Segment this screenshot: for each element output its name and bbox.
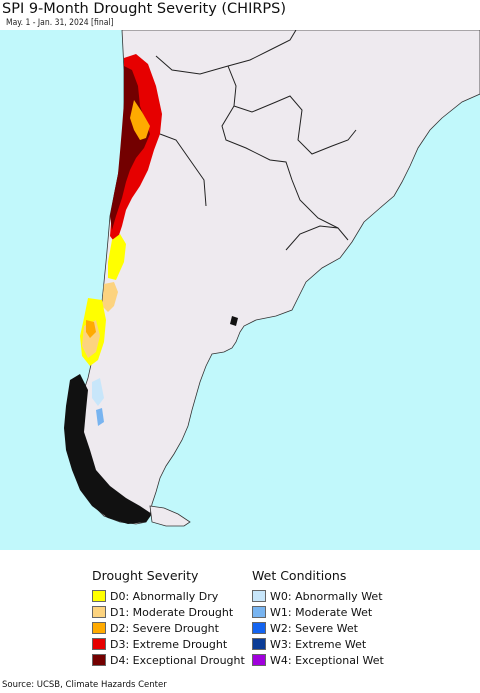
chile-north-exceptional	[110, 66, 150, 230]
wet-legend-swatch	[252, 638, 266, 650]
drought-map	[0, 30, 480, 550]
wet-legend-swatch	[252, 590, 266, 602]
wet-legend-item: W1: Moderate Wet	[252, 604, 384, 620]
wet-legend-label: W0: Abnormally Wet	[270, 589, 383, 603]
drought-legend-label: D4: Exceptional Drought	[110, 653, 245, 667]
drought-legend-item: D2: Severe Drought	[92, 620, 245, 636]
land-mass	[67, 30, 480, 525]
southern-archipelago	[64, 374, 152, 524]
wet-legend-label: W1: Moderate Wet	[270, 605, 373, 619]
chile-north-severe	[130, 100, 150, 140]
drought-legend-item: D4: Exceptional Drought	[92, 652, 245, 668]
wet-legend-swatch	[252, 606, 266, 618]
drought-legend-item: D0: Abnormally Dry	[92, 588, 245, 604]
chile-central-dry	[108, 234, 126, 280]
drought-legend-swatch	[92, 654, 106, 666]
tierra-del-fuego	[149, 505, 191, 527]
chile-abnormally-wet	[92, 378, 104, 406]
drought-legend-label: D2: Severe Drought	[110, 621, 219, 635]
drought-legend-item: D1: Moderate Drought	[92, 604, 245, 620]
drought-legend-label: D1: Moderate Drought	[110, 605, 234, 619]
chile-central-moderate	[102, 282, 118, 312]
wet-legend-heading: Wet Conditions	[252, 568, 347, 583]
wet-legend-item: W0: Abnormally Wet	[252, 588, 384, 604]
wet-legend-swatch	[252, 654, 266, 666]
wet-legend: Wet Conditions W0: Abnormally Wet W1: Mod…	[252, 568, 384, 668]
drought-legend: Drought Severity D0: Abnormally Dry D1: M…	[92, 568, 245, 668]
source-credit: Source: UCSB, Climate Hazards Center	[2, 680, 167, 690]
wet-legend-label: W4: Exceptional Wet	[270, 653, 384, 667]
drought-legend-swatch	[92, 638, 106, 650]
drought-legend-swatch	[92, 622, 106, 634]
drought-legend-label: D3: Extreme Drought	[110, 637, 228, 651]
wet-legend-label: W2: Severe Wet	[270, 621, 358, 635]
date-range-subtitle: May. 1 - Jan. 31, 2024 [final]	[6, 18, 114, 28]
wet-legend-label: W3: Extreme Wet	[270, 637, 367, 651]
wet-legend-swatch	[252, 622, 266, 634]
wet-legend-item: W4: Exceptional Wet	[252, 652, 384, 668]
chile-wet-spot	[96, 408, 104, 426]
map-title: SPI 9-Month Drought Severity (CHIRPS)	[2, 1, 287, 17]
chile-south-severe	[86, 320, 96, 338]
country-borders	[155, 30, 357, 251]
drought-legend-heading: Drought Severity	[92, 568, 199, 583]
wet-legend-item: W2: Severe Wet	[252, 620, 384, 636]
drought-legend-item: D3: Extreme Drought	[92, 636, 245, 652]
drought-legend-swatch	[92, 606, 106, 618]
drought-legend-label: D0: Abnormally Dry	[110, 589, 219, 603]
estuary	[248, 478, 276, 488]
peninsula-valdes	[230, 316, 238, 326]
drought-legend-swatch	[92, 590, 106, 602]
wet-legend-item: W3: Extreme Wet	[252, 636, 384, 652]
